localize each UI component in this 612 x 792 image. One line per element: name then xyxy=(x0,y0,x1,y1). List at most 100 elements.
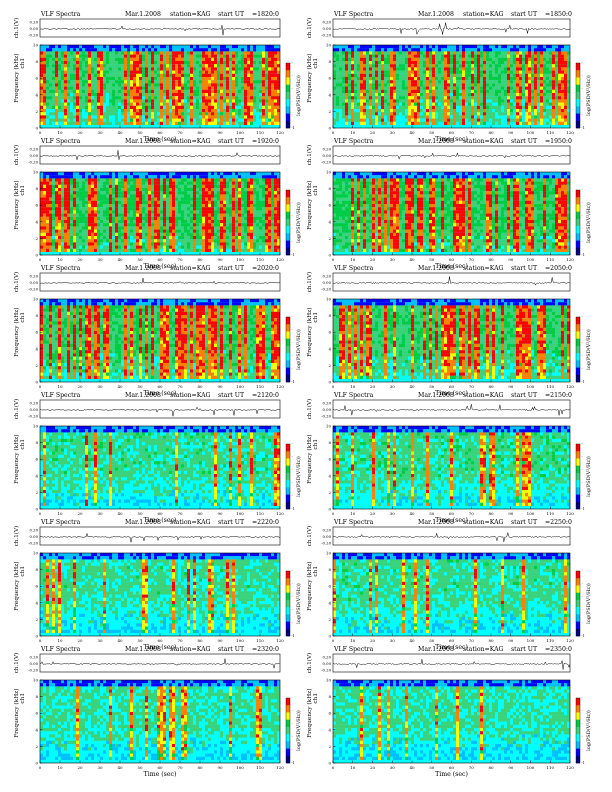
spectrogram-cell xyxy=(259,105,262,109)
spectrogram-cell xyxy=(235,118,238,122)
spectrogram-cell xyxy=(540,112,543,116)
spectrogram-cell xyxy=(199,73,202,77)
spectrogram-cell xyxy=(504,115,507,119)
spectrogram-cell xyxy=(369,109,372,113)
spectrogram-cell xyxy=(61,175,64,179)
spectrogram-cell xyxy=(564,105,567,109)
spectrogram-cell xyxy=(244,83,247,87)
spectrogram-cell xyxy=(151,118,154,122)
spectrogram-cell xyxy=(73,204,76,208)
spectrogram-cell xyxy=(214,48,217,52)
spectrogram-cell xyxy=(444,93,447,97)
spectrogram-cell xyxy=(85,172,88,176)
spectrogram-cell xyxy=(441,112,444,116)
spectrogram-cell xyxy=(55,89,58,93)
spectrogram-cell xyxy=(399,80,402,84)
spectrogram-cell xyxy=(106,210,109,214)
spectrogram-cell xyxy=(504,54,507,58)
spectrogram-cell xyxy=(145,45,148,49)
spectrogram-cell xyxy=(507,89,510,93)
spectrogram-cell xyxy=(214,105,217,109)
spectrogram-cell xyxy=(504,48,507,52)
spectrogram-cell xyxy=(214,96,217,100)
spectrogram-cell xyxy=(426,80,429,84)
spectrogram-cell xyxy=(193,194,196,198)
spectrogram-cell xyxy=(187,175,190,179)
spectrogram-cell xyxy=(43,191,46,195)
spectrogram-cell xyxy=(76,89,79,93)
spectrogram-cell xyxy=(154,54,157,58)
spectrogram-cell xyxy=(387,96,390,100)
spectrogram-cell xyxy=(250,121,253,125)
panel-start-time: =1850:0 xyxy=(545,11,572,18)
spectrogram-cell xyxy=(480,80,483,84)
spectrogram-cell xyxy=(375,48,378,52)
spectrogram-cell xyxy=(534,48,537,52)
spectrogram-cell xyxy=(76,93,79,97)
spectrogram-cell xyxy=(354,115,357,119)
spectrogram-cell xyxy=(525,105,528,109)
spectrogram-cell xyxy=(73,70,76,74)
spectrogram-cell xyxy=(363,99,366,103)
spectrogram-cell xyxy=(73,57,76,61)
spectrogram-cell xyxy=(459,54,462,58)
spectrogram-cell xyxy=(256,172,259,176)
spectrogram-cell xyxy=(513,57,516,61)
spectrogram-cell xyxy=(444,70,447,74)
spectrogram-cell xyxy=(399,86,402,90)
spectrogram-cell xyxy=(519,96,522,100)
spectrogram-cell xyxy=(70,64,73,68)
spectrogram-cell xyxy=(178,172,181,176)
spectrogram-cell xyxy=(465,109,468,113)
spectrogram-cell xyxy=(97,64,100,68)
spectrogram-cell xyxy=(151,105,154,109)
spectrogram-cell xyxy=(456,83,459,87)
spectrogram-cell xyxy=(498,67,501,71)
spectrogram-cell xyxy=(253,188,256,192)
spectrogram-cell xyxy=(115,57,118,61)
spectrogram-cell xyxy=(453,57,456,61)
spectrogram-cell xyxy=(423,45,426,49)
spectrogram-cell xyxy=(202,80,205,84)
spectrogram-cell xyxy=(169,80,172,84)
spectrogram-cell xyxy=(378,86,381,90)
spectrogram-cell xyxy=(91,80,94,84)
spectrogram-cell xyxy=(202,181,205,185)
spectrogram-cell xyxy=(76,57,79,61)
spectrogram-cell xyxy=(232,83,235,87)
spectrogram-cell xyxy=(411,83,414,87)
spectrogram-cell xyxy=(528,67,531,71)
spectrogram-cell xyxy=(519,112,522,116)
spectrogram-cell xyxy=(453,61,456,65)
spectrogram-cell xyxy=(540,54,543,58)
spectrogram-cell xyxy=(115,70,118,74)
spectrogram-cell xyxy=(351,61,354,65)
spectrogram-cell xyxy=(468,61,471,65)
spectrogram-cell xyxy=(121,80,124,84)
spectrogram-cell xyxy=(148,48,151,52)
spectrogram-cell xyxy=(498,77,501,81)
spectrogram-cell xyxy=(85,204,88,208)
spectrogram-cell xyxy=(501,77,504,81)
spectrogram-cell xyxy=(453,80,456,84)
spectrogram-cell xyxy=(408,89,411,93)
spectrogram-cell xyxy=(55,172,58,176)
spectrogram-cell xyxy=(519,86,522,90)
spectrogram-cell xyxy=(465,93,468,97)
spectrogram-cell xyxy=(130,96,133,100)
spectrogram-cell xyxy=(537,83,540,87)
spectrogram-cell xyxy=(226,48,229,52)
spectrogram-cell xyxy=(199,45,202,49)
spectrogram-cell xyxy=(175,102,178,106)
spectrogram-cell xyxy=(124,184,127,188)
spectrogram-cell xyxy=(229,112,232,116)
spectrogram-cell xyxy=(456,70,459,74)
spectrogram-cell xyxy=(121,178,124,182)
colorbar-tick-label: - xyxy=(292,74,293,78)
spectrogram-cell xyxy=(175,64,178,68)
spectrogram-cell xyxy=(139,67,142,71)
spectrogram-cell xyxy=(381,48,384,52)
spectrogram-cell xyxy=(486,86,489,90)
spectrogram-cell xyxy=(453,89,456,93)
spectrogram-cell xyxy=(244,188,247,192)
